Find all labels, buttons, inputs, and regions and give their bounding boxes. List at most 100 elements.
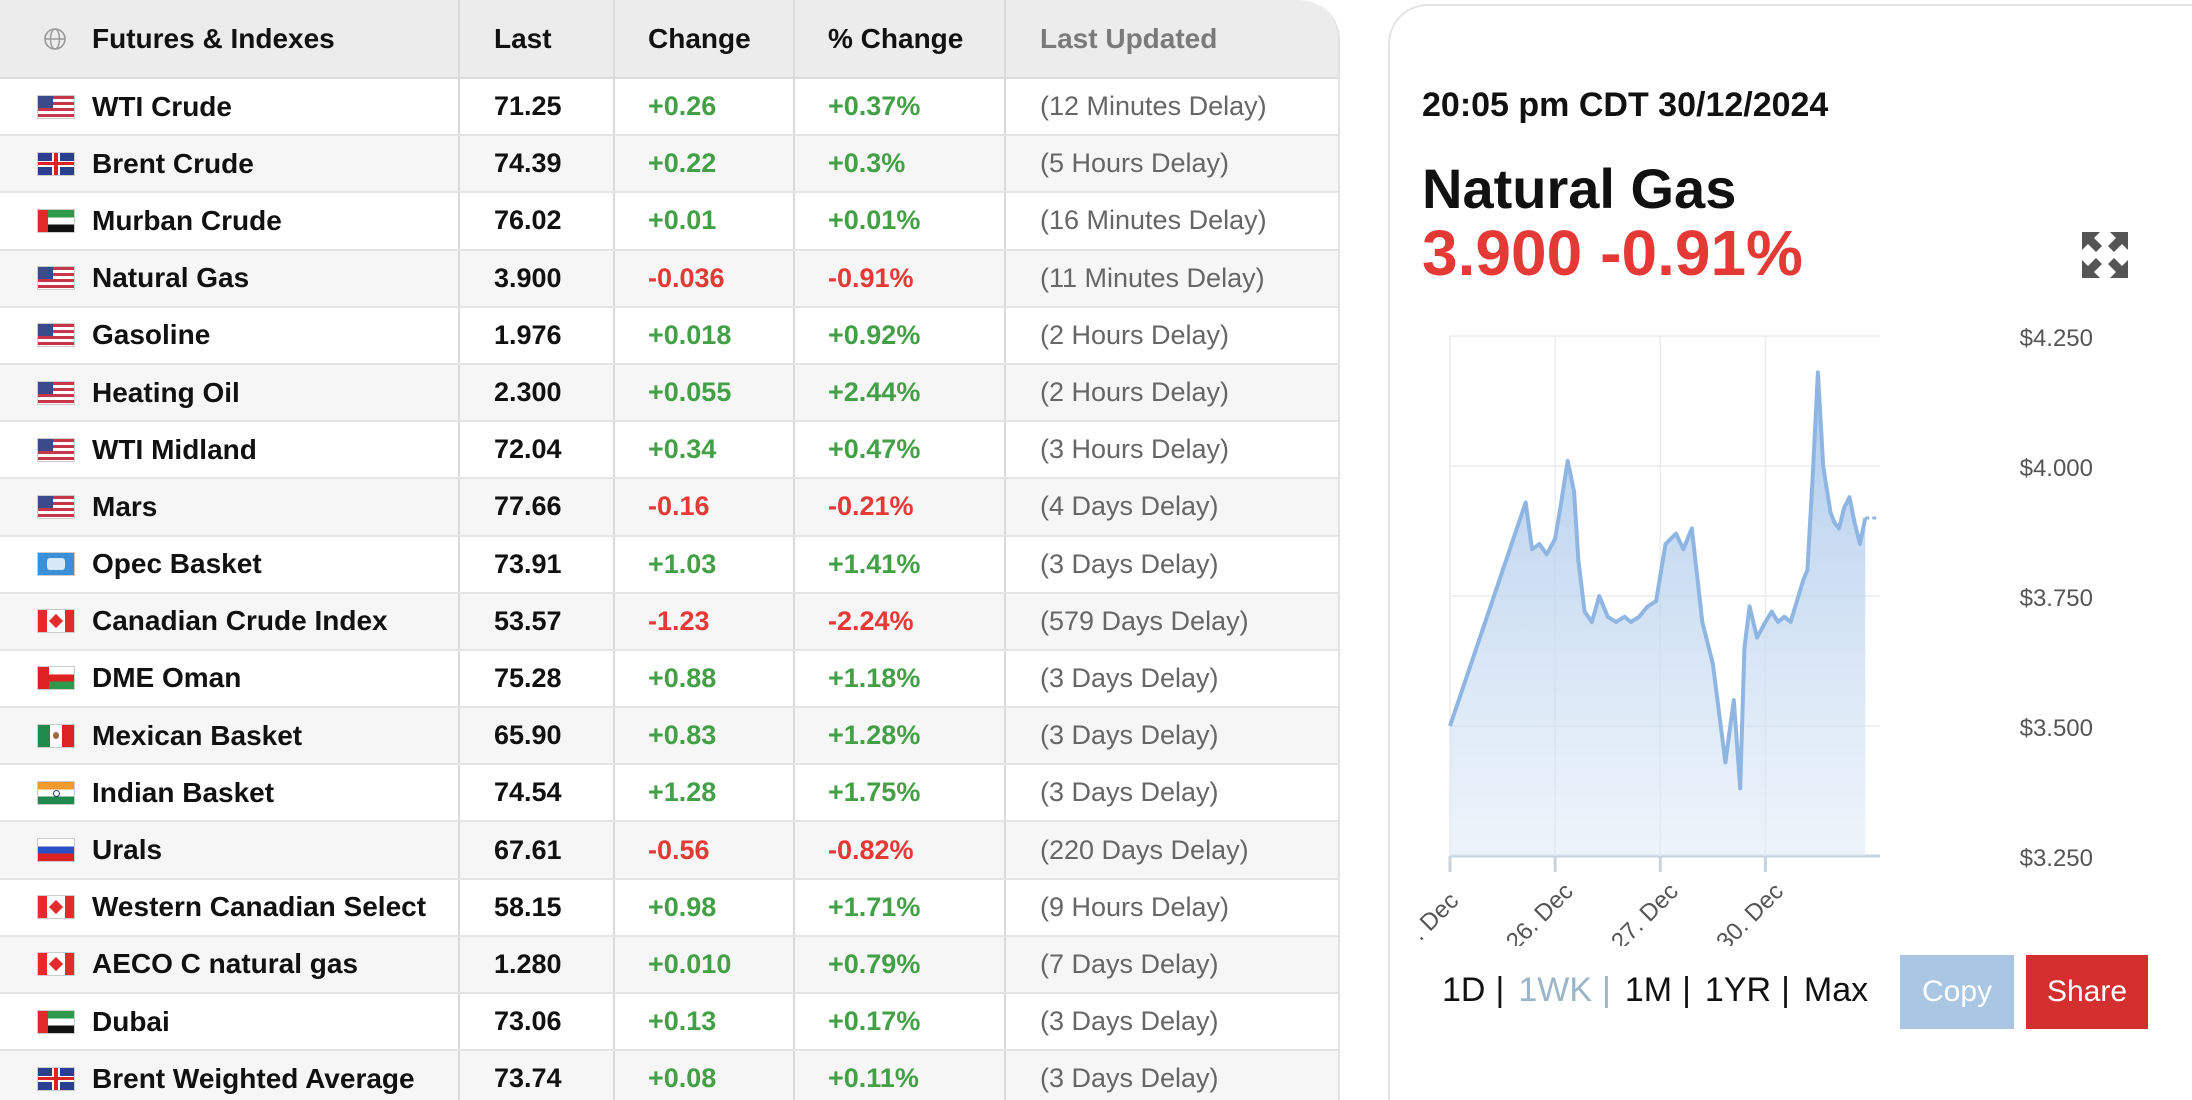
- row-pct-change: +0.37%: [795, 79, 1006, 135]
- row-name[interactable]: Canadian Crude Index: [92, 605, 388, 637]
- x-tick-label: 26. Dec: [1501, 878, 1579, 946]
- row-last-updated: (9 Hours Delay): [1040, 891, 1230, 922]
- table-row[interactable]: Dubai 73.06 +0.13 +0.17% (3 Days Delay): [0, 994, 1338, 1052]
- row-change: +0.018: [615, 307, 795, 363]
- futures-table: Futures & Indexes Last Change % Change L…: [0, 0, 1340, 1100]
- row-name-cell[interactable]: Dubai: [0, 994, 460, 1050]
- table-row[interactable]: Brent Weighted Average 73.74 +0.08 +0.11% (3…: [0, 1051, 1338, 1100]
- row-name-cell[interactable]: AECO C natural gas: [0, 936, 460, 992]
- row-name[interactable]: Opec Basket: [92, 548, 262, 580]
- range-1d[interactable]: 1D: [1442, 971, 1486, 1009]
- table-row[interactable]: Brent Crude 74.39 +0.22 +0.3% (5 Hours Delay…: [0, 136, 1338, 194]
- table-row[interactable]: Heating Oil 2.300 +0.055 +2.44% (2 Hours Del…: [0, 364, 1338, 423]
- row-name[interactable]: AECO C natural gas: [92, 948, 359, 980]
- expand-icon[interactable]: [2080, 230, 2130, 280]
- header-last-updated: Last Updated: [1040, 22, 1218, 54]
- row-name-cell[interactable]: Gasoline: [0, 307, 460, 363]
- table-row[interactable]: Indian Basket 74.54 +1.28 +1.75% (3 Days Del…: [0, 765, 1338, 823]
- table-row[interactable]: Opec Basket 73.91 +1.03 +1.41% (3 Days Delay…: [0, 536, 1338, 594]
- header-change[interactable]: Change: [615, 0, 795, 77]
- row-name[interactable]: Heating Oil: [92, 376, 240, 408]
- row-name-cell[interactable]: WTI Midland: [0, 422, 460, 478]
- table-row[interactable]: Mexican Basket 65.90 +0.83 +1.28% (3 Days De…: [0, 708, 1338, 766]
- table-row[interactable]: WTI Crude 71.25 +0.26 +0.37% (12 Minutes Del…: [0, 79, 1338, 137]
- row-last-updated: (3 Days Delay): [1040, 777, 1219, 808]
- price-chart[interactable]: $3.250 $3.500 $3.750 $4.000 $4.250 . Dec 26. D…: [1390, 306, 2192, 955]
- row-change: +0.08: [615, 1051, 795, 1100]
- table-row[interactable]: Urals 67.61 -0.56 -0.82% (220 Days Delay): [0, 822, 1338, 880]
- row-name[interactable]: Western Canadian Select: [92, 891, 427, 923]
- table-row[interactable]: WTI Midland 72.04 +0.34 +0.47% (3 Hours Dela…: [0, 422, 1338, 480]
- row-name-cell[interactable]: Indian Basket: [0, 765, 460, 821]
- row-name-cell[interactable]: Western Canadian Select: [0, 879, 460, 935]
- row-name[interactable]: Gasoline: [92, 319, 211, 351]
- row-last-updated: (3 Days Delay): [1040, 720, 1219, 751]
- row-last: 73.91: [460, 536, 615, 592]
- table-row[interactable]: Gasoline 1.976 +0.018 +0.92% (2 Hours Delay): [0, 307, 1338, 365]
- header-pct-change[interactable]: % Change: [795, 0, 1006, 77]
- table-row[interactable]: DME Oman 75.28 +0.88 +1.18% (3 Days Delay): [0, 650, 1338, 709]
- row-pct-change: +2.44%: [795, 364, 1006, 421]
- row-name-cell[interactable]: Mexican Basket: [0, 708, 460, 764]
- row-change: +0.26: [615, 79, 795, 135]
- share-button[interactable]: Share: [2026, 955, 2148, 1029]
- row-name[interactable]: Natural Gas: [92, 262, 250, 294]
- row-name[interactable]: Brent Weighted Average: [92, 1062, 415, 1094]
- header-name-cell[interactable]: Futures & Indexes: [0, 0, 460, 77]
- table-row[interactable]: AECO C natural gas 1.280 +0.010 +0.79% (7 Da…: [0, 936, 1338, 994]
- row-last-updated: (579 Days Delay): [1040, 605, 1249, 636]
- copy-button[interactable]: Copy: [1900, 955, 2014, 1029]
- row-name-cell[interactable]: DME Oman: [0, 650, 460, 707]
- row-name-cell[interactable]: WTI Crude: [0, 79, 460, 135]
- row-name[interactable]: Mexican Basket: [92, 719, 303, 751]
- row-name-cell[interactable]: Heating Oil: [0, 364, 460, 421]
- table-row[interactable]: Canadian Crude Index 53.57 -1.23 -2.24% (579…: [0, 593, 1338, 651]
- row-name[interactable]: Brent Crude: [92, 147, 254, 179]
- row-last: 74.54: [460, 765, 615, 821]
- table-row[interactable]: Murban Crude 76.02 +0.01 +0.01% (16 Minutes …: [0, 193, 1338, 251]
- row-name[interactable]: Indian Basket: [92, 776, 275, 808]
- x-tick-label: . Dec: [1405, 887, 1464, 946]
- row-name[interactable]: Urals: [92, 834, 163, 866]
- table-row[interactable]: Natural Gas 3.900 -0.036 -0.91% (11 Minutes …: [0, 250, 1338, 308]
- row-pct-change: -2.24%: [795, 593, 1006, 649]
- row-name-cell[interactable]: Opec Basket: [0, 536, 460, 592]
- flag-ae-icon: [38, 209, 74, 232]
- flag-us-icon: [38, 324, 74, 347]
- row-name-cell[interactable]: Brent Crude: [0, 136, 460, 192]
- row-name[interactable]: WTI Crude: [92, 90, 232, 122]
- row-pct-change: -0.91%: [795, 250, 1006, 306]
- row-last-updated: (220 Days Delay): [1040, 834, 1249, 865]
- range-max[interactable]: Max: [1803, 971, 1869, 1009]
- y-tick-label: $4.000: [2020, 455, 2093, 482]
- row-name[interactable]: Murban Crude: [92, 204, 282, 236]
- row-name[interactable]: WTI Midland: [92, 433, 257, 465]
- row-name-cell[interactable]: Canadian Crude Index: [0, 593, 460, 649]
- table-row[interactable]: Mars 77.66 -0.16 -0.21% (4 Days Delay): [0, 479, 1338, 537]
- row-name[interactable]: DME Oman: [92, 662, 242, 694]
- range-separator: |: [1682, 971, 1691, 1009]
- row-last: 75.28: [460, 650, 615, 707]
- range-1m[interactable]: 1M: [1624, 971, 1673, 1009]
- row-name-cell[interactable]: Natural Gas: [0, 250, 460, 306]
- row-last: 1.280: [460, 936, 615, 992]
- row-name-cell[interactable]: Murban Crude: [0, 193, 460, 249]
- row-pct-change: +0.92%: [795, 307, 1006, 363]
- row-pct-change: +1.75%: [795, 765, 1006, 821]
- row-name-cell[interactable]: Brent Weighted Average: [0, 1051, 460, 1100]
- row-last: 58.15: [460, 879, 615, 935]
- row-name[interactable]: Dubai: [92, 1005, 170, 1037]
- row-pct-change: +0.3%: [795, 136, 1006, 192]
- row-name[interactable]: Mars: [92, 490, 158, 522]
- row-name-cell[interactable]: Urals: [0, 822, 460, 878]
- row-pct-change: +1.28%: [795, 708, 1006, 764]
- range-1wk[interactable]: 1WK: [1518, 971, 1592, 1009]
- row-last-updated: (5 Hours Delay): [1040, 148, 1230, 179]
- table-header: Futures & Indexes Last Change % Change L…: [0, 0, 1338, 79]
- header-last[interactable]: Last: [460, 0, 615, 77]
- row-pct-change: -0.82%: [795, 822, 1006, 878]
- range-1yr[interactable]: 1YR: [1704, 971, 1772, 1009]
- table-row[interactable]: Western Canadian Select 58.15 +0.98 +1.71% (…: [0, 879, 1338, 937]
- row-name-cell[interactable]: Mars: [0, 479, 460, 535]
- flag-ca-icon: [38, 896, 74, 919]
